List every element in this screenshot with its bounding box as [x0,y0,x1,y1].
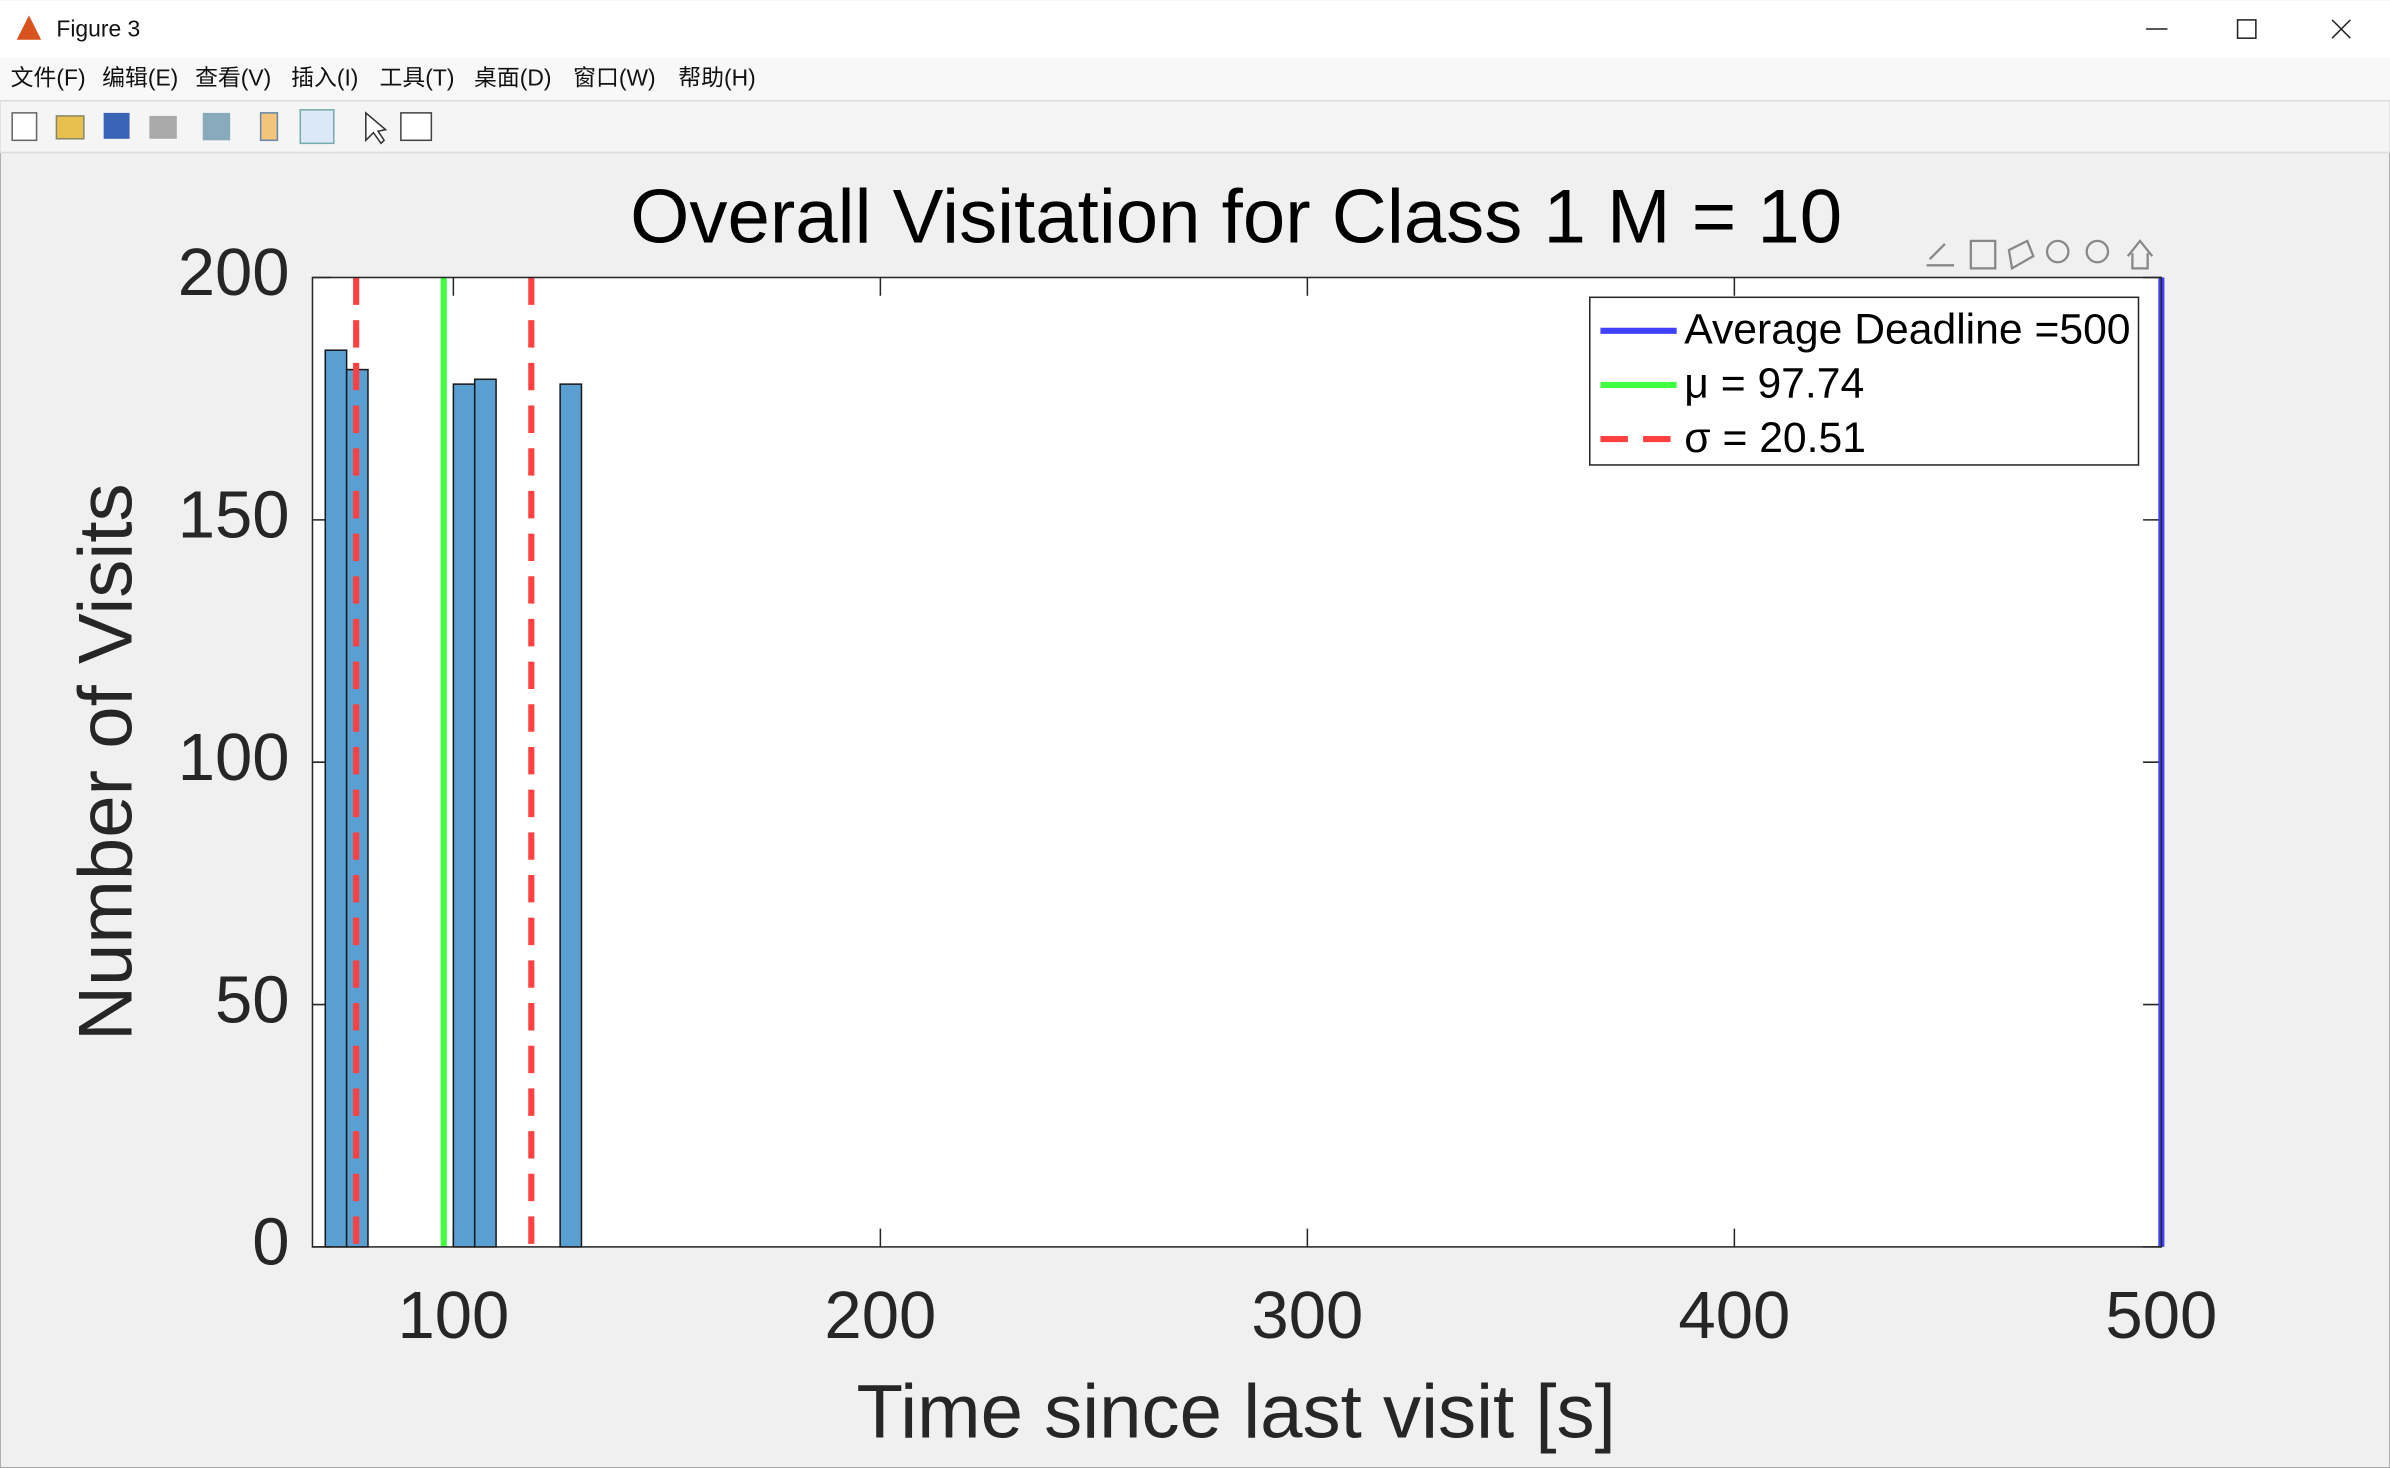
legend-label: σ = 20.51 [1684,414,1866,462]
x-tick-label: 300 [1251,1278,1363,1353]
x-axis-label: Time since last visit [s] [856,1370,1615,1455]
home-icon[interactable] [2126,239,2154,270]
legend-label: Average Deadline =500 [1684,306,2130,354]
legend-label: μ = 97.74 [1684,360,1864,408]
zoom-out-icon[interactable] [2085,239,2110,264]
bar [324,349,348,1248]
pointer-icon[interactable] [365,111,388,145]
toolbar [0,99,2390,154]
y-tick-label: 50 [215,962,290,1037]
menu-item[interactable]: 文件(F) [11,64,86,90]
plot [312,276,2165,1248]
app-icon [16,15,42,40]
toolbar-icons [11,109,433,145]
menu-item[interactable]: 插入(I) [291,64,358,90]
menu-item[interactable]: 桌面(D) [474,64,551,90]
menu: 文件(F) 编辑(E) 查看(V) 插入(I) 工具(T) 桌面(D) 窗口(W) 帮助(H) [11,64,756,90]
bar [473,378,497,1248]
open-icon[interactable] [55,115,85,140]
y-tick-label: 150 [178,478,290,553]
x-tick-label: 100 [397,1278,509,1353]
menu-item[interactable]: 编辑(E) [102,64,178,90]
y-axis-label: Number of Visits [63,483,148,1041]
y-tick-label: 0 [252,1205,289,1280]
chart-title: Overall Visitation for Class 1 M = 10 [630,175,1842,260]
axes-box [311,276,2163,1248]
bar [559,383,583,1248]
x-tick-label: 500 [2105,1278,2217,1353]
menu-item[interactable]: 窗口(W) [573,64,656,90]
pan-icon[interactable] [2007,239,2035,271]
save-icon[interactable] [103,112,130,139]
link-icon[interactable] [202,112,231,141]
property-icon[interactable] [400,112,433,142]
zoom-in-icon[interactable] [2045,239,2070,264]
menu-item[interactable]: 查看(V) [195,64,271,90]
brush-icon[interactable] [1926,243,1955,267]
menu-item[interactable]: 帮助(H) [678,64,755,90]
new-icon[interactable] [11,112,38,142]
x-tick-label: 200 [824,1278,936,1353]
y-tick-label: 200 [178,235,290,310]
window-title: Figure 3 [56,16,140,42]
bar [452,383,476,1248]
datatip-icon[interactable] [1969,239,1997,270]
legend-entries: Average Deadline =500 μ = 97.74 σ = 20.51 [1600,306,2131,462]
x-tick-label: 400 [1678,1278,1790,1353]
print-icon[interactable] [149,115,177,139]
axes-toolbar [1926,239,2154,271]
menu-bar [0,58,2390,101]
y-tick-label: 100 [178,720,290,795]
colorbar-icon[interactable] [259,112,279,142]
maximize-button[interactable] [2236,19,2257,39]
legend [1589,296,2140,466]
legend-icon[interactable] [299,109,335,145]
close-button[interactable] [2331,19,2351,39]
menu-item[interactable]: 工具(T) [380,64,455,90]
title-bar [0,0,2390,59]
